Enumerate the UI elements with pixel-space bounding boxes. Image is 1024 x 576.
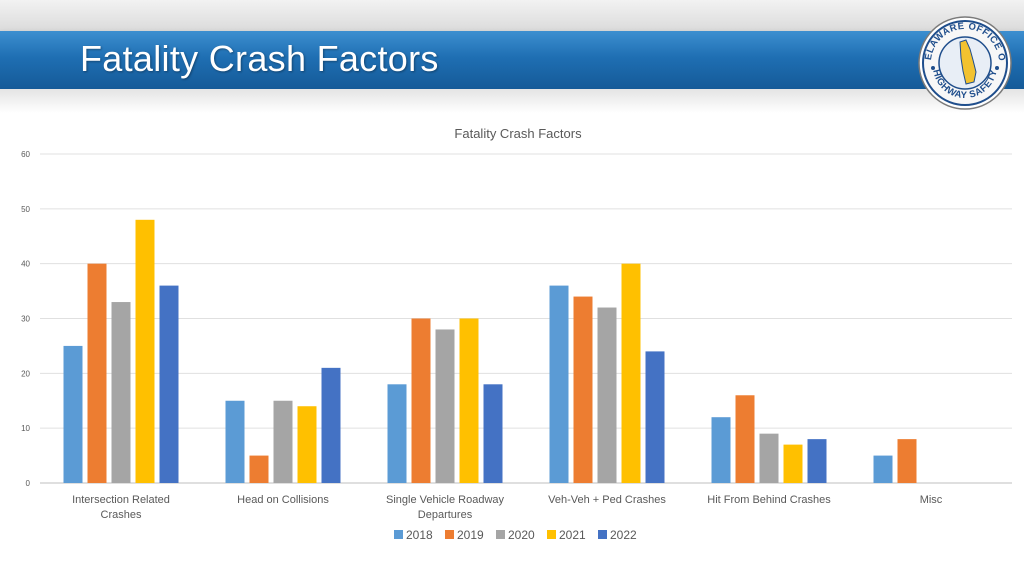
bar — [735, 395, 755, 483]
legend-item: 2020 — [496, 528, 535, 542]
legend-swatch — [445, 530, 454, 539]
x-category-label: Intersection Related Crashes — [72, 494, 170, 521]
bar — [411, 318, 431, 483]
bar — [225, 400, 245, 483]
bar — [549, 285, 569, 483]
bar — [873, 455, 893, 483]
x-category-label: Head on Collisions — [237, 494, 329, 506]
x-category-label: Hit From Behind Crashes — [707, 494, 831, 506]
banner-shadow — [0, 89, 1024, 113]
legend-swatch — [547, 530, 556, 539]
bar — [435, 329, 455, 483]
y-tick-label: 50 — [21, 205, 30, 214]
legend-item: 2018 — [394, 528, 433, 542]
bar — [597, 307, 617, 483]
bar — [111, 302, 131, 483]
bar — [387, 384, 407, 483]
bar — [249, 455, 269, 483]
y-tick-label: 20 — [21, 369, 30, 378]
bars — [63, 219, 917, 484]
bar — [759, 433, 779, 483]
y-tick-label: 30 — [21, 315, 30, 324]
top-background — [0, 0, 1024, 34]
legend-swatch — [394, 530, 403, 539]
y-tick-label: 10 — [21, 424, 30, 433]
legend-swatch — [598, 530, 607, 539]
bar — [807, 439, 827, 483]
bar — [573, 296, 593, 483]
fatality-crash-factors-chart: Fatality Crash Factors 0 10 20 30 40 50 60 Int… — [21, 126, 1012, 542]
legend-label: 2022 — [610, 528, 637, 542]
x-category-label: Misc — [920, 494, 943, 506]
legend: 2018 2019 2020 2021 2022 — [394, 528, 637, 542]
chart-title: Fatality Crash Factors — [454, 126, 582, 141]
bar — [135, 219, 155, 484]
bar — [273, 400, 293, 483]
y-tick-label: 40 — [21, 260, 30, 269]
title-banner — [0, 31, 1024, 89]
legend-label: 2019 — [457, 528, 484, 542]
legend-label: 2021 — [559, 528, 586, 542]
bar — [159, 285, 179, 483]
x-axis-category-labels: Intersection Related Crashes Head on Colli… — [72, 494, 943, 521]
legend-item: 2019 — [445, 528, 484, 542]
x-category-label: Veh-Veh + Ped Crashes — [548, 494, 666, 506]
legend-item: 2022 — [598, 528, 637, 542]
bar — [783, 444, 803, 483]
y-axis-tick-labels: 0 10 20 30 40 50 60 — [21, 150, 30, 488]
bar — [87, 263, 107, 483]
bar — [321, 367, 341, 483]
bar — [63, 345, 83, 483]
bar — [621, 263, 641, 483]
gridlines — [40, 153, 1012, 484]
bar — [459, 318, 479, 483]
bar — [897, 439, 917, 483]
legend-item: 2021 — [547, 528, 586, 542]
delaware-state-shape — [959, 39, 977, 85]
y-tick-label: 60 — [21, 150, 30, 159]
y-tick-label: 0 — [26, 479, 31, 488]
legend-label: 2020 — [508, 528, 535, 542]
bar — [297, 406, 317, 483]
bar — [483, 384, 503, 483]
x-category-label: Single Vehicle Roadway Departures — [386, 494, 505, 521]
legend-label: 2018 — [406, 528, 433, 542]
bar — [645, 351, 665, 483]
legend-swatch — [496, 530, 505, 539]
highway-safety-seal-logo: DELAWARE OFFICE OF HIGHWAY SAFETY — [918, 16, 1012, 110]
bar — [711, 417, 731, 483]
slide-title: Fatality Crash Factors — [80, 38, 439, 79]
